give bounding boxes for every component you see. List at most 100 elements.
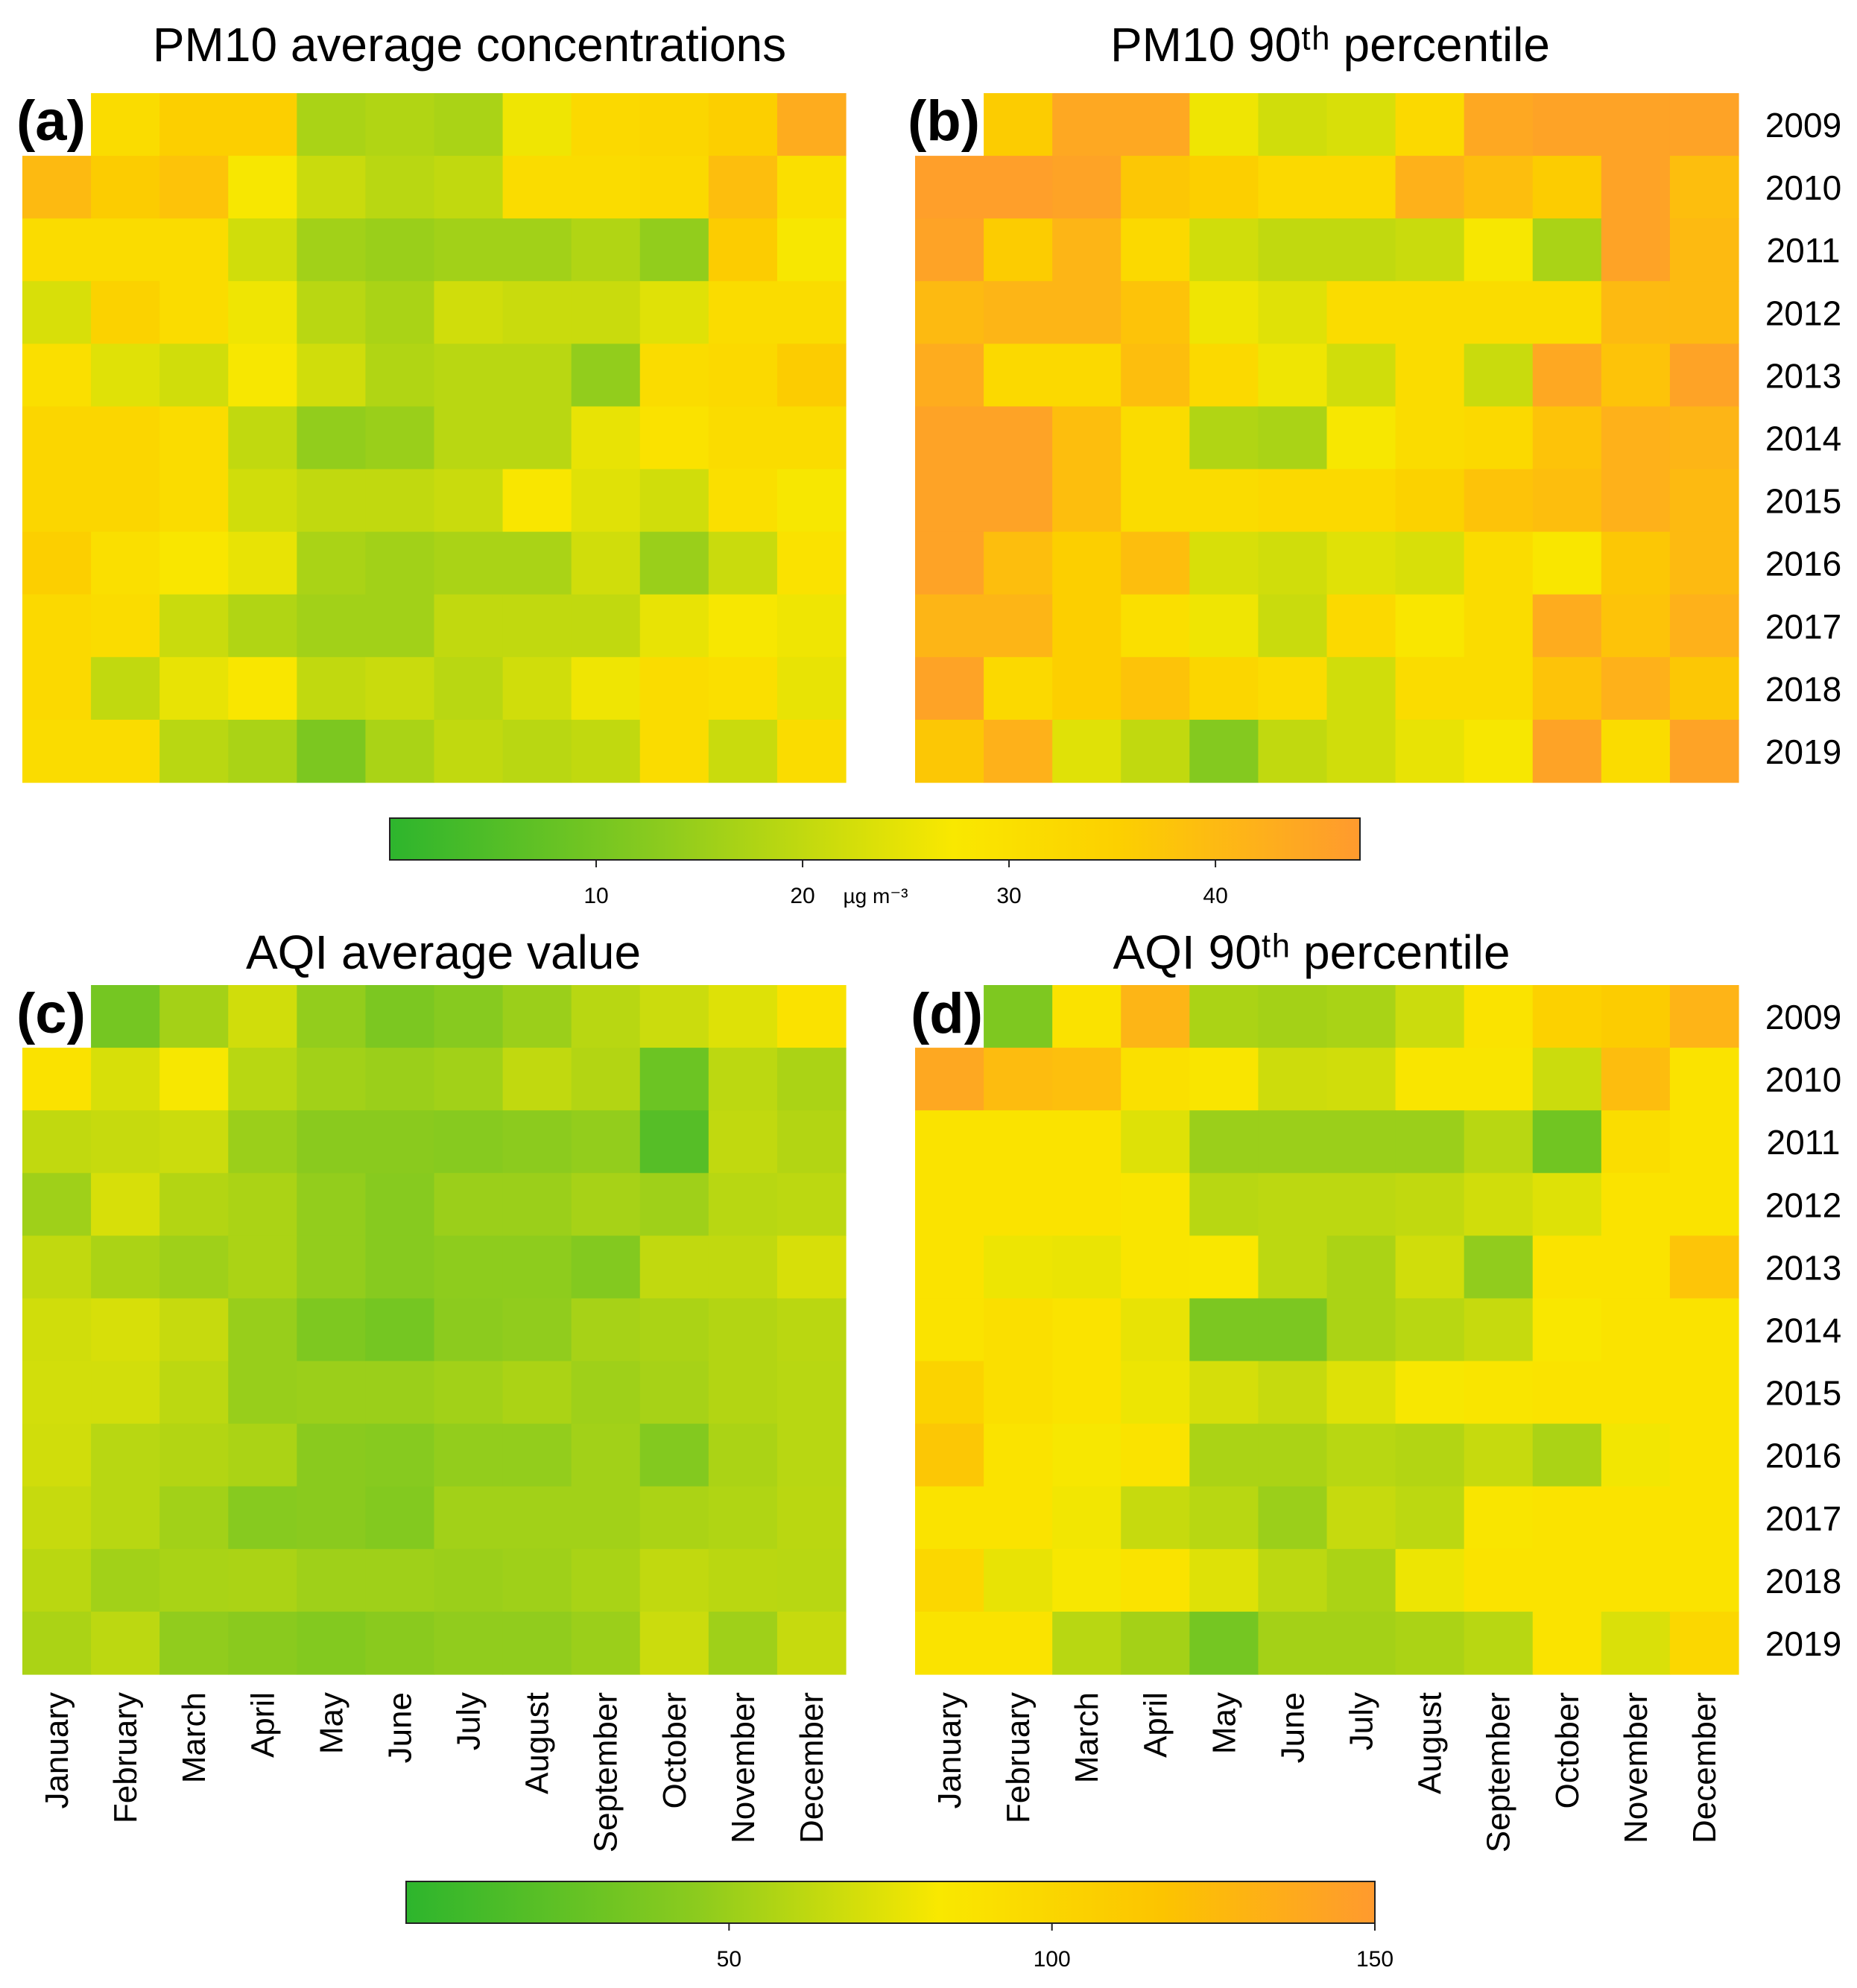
- heatmap-cell: [984, 1548, 1053, 1612]
- heatmap-cell: [502, 93, 572, 156]
- heatmap-cell: [1189, 719, 1259, 783]
- heatmap-cell: [1669, 1298, 1739, 1362]
- heatmap-cell: [1326, 1361, 1396, 1425]
- heatmap-cell: [1464, 218, 1534, 282]
- heatmap-cell: [1189, 1423, 1259, 1487]
- heatmap-cell: [1326, 344, 1396, 408]
- heatmap-cell: [1052, 344, 1122, 408]
- heatmap-cell: [1532, 531, 1602, 595]
- heatmap-cell: [91, 156, 160, 219]
- heatmap-cell: [1601, 1486, 1671, 1550]
- heatmap-cell: [159, 1611, 229, 1675]
- heatmap-cell: [502, 1048, 572, 1111]
- year-label: 2016: [1765, 1437, 1841, 1475]
- heatmap-cell: [1189, 406, 1259, 470]
- heatmap-cell: [91, 1548, 160, 1612]
- heatmap-cell: [1669, 344, 1739, 408]
- heatmap-cell: [571, 218, 641, 282]
- heatmap-cell: [22, 281, 92, 344]
- heatmap-cell: [22, 1486, 92, 1550]
- heatmap-cell: [22, 1361, 92, 1425]
- heatmap-cell: [1258, 1110, 1328, 1174]
- heatmap-cell: [228, 1548, 297, 1612]
- heatmap-cell: [297, 281, 367, 344]
- heatmap-cell: [1121, 719, 1190, 783]
- heatmap-cell: [365, 1486, 435, 1550]
- heatmap-cell: [297, 656, 367, 721]
- heatmap-cell: [708, 531, 778, 595]
- heatmap-cell: [1326, 719, 1396, 783]
- month-label: July: [451, 1692, 487, 1750]
- heatmap-cell: [1532, 1361, 1602, 1425]
- colorbar-aqi-ticks: 50 100 150: [717, 1923, 1393, 1972]
- heatmap-cell: [365, 93, 435, 156]
- heatmap-cell: [1532, 656, 1602, 721]
- heatmap-cell: [91, 594, 160, 658]
- heatmap-cell: [1326, 1048, 1396, 1111]
- heatmap-cell: [91, 719, 160, 783]
- heatmap-cell: [1395, 656, 1465, 721]
- heatmap-cell: [434, 281, 504, 344]
- heatmap-cell: [228, 93, 297, 156]
- heatmap-cell: [1669, 281, 1739, 344]
- heatmap-cell: [365, 156, 435, 219]
- heatmap-cell: [1601, 156, 1671, 219]
- month-label: December: [1686, 1692, 1723, 1843]
- heatmap-cell: [1052, 1611, 1122, 1675]
- heatmap-cells-a: [22, 93, 847, 783]
- heatmap-cell: [1669, 469, 1739, 533]
- heatmap-cell: [639, 1298, 709, 1362]
- heatmap-cell: [297, 93, 367, 156]
- heatmap-cell: [1189, 985, 1259, 1048]
- heatmap-cell: [639, 1361, 709, 1425]
- heatmap-cell: [571, 469, 641, 533]
- heatmap-cell: [639, 1611, 709, 1675]
- heatmap-cell: [1532, 1486, 1602, 1550]
- year-label: 2018: [1765, 1562, 1841, 1601]
- heatmap-cell: [776, 1235, 847, 1300]
- heatmap-cell: [22, 594, 92, 658]
- heatmap-cell: [571, 281, 641, 344]
- heatmap-cell: [1532, 218, 1602, 282]
- heatmap-cell: [434, 1548, 504, 1612]
- heatmap-cell: [1121, 1548, 1190, 1612]
- heatmap-cell: [502, 406, 572, 470]
- heatmap-cell: [91, 469, 160, 533]
- heatmap-cell: [1464, 1235, 1534, 1300]
- heatmap-cell: [1258, 1611, 1328, 1675]
- heatmap-cell: [915, 1423, 984, 1487]
- heatmap-cell: [1258, 281, 1328, 344]
- heatmap-cell: [434, 469, 504, 533]
- heatmap-cell: [708, 594, 778, 658]
- heatmap-cell: [1669, 1423, 1739, 1487]
- colorbar-pm10-bar: [389, 817, 1361, 861]
- heatmap-cell: [159, 1486, 229, 1550]
- heatmap-panel-b: PM10 90ᵗʰ percentile (b) 2009 2010 2011 201…: [908, 18, 1841, 783]
- heatmap-cell: [708, 344, 778, 408]
- heatmap-cell: [1669, 93, 1739, 156]
- colorbar-tick-label: 20: [790, 884, 814, 908]
- heatmap-cell: [1601, 531, 1671, 595]
- heatmap-cell: [1121, 1611, 1190, 1675]
- year-label: 2017: [1765, 1499, 1841, 1538]
- heatmap-cell: [1326, 218, 1396, 282]
- year-label: 2016: [1765, 545, 1841, 583]
- heatmap-cell: [1326, 531, 1396, 595]
- heatmap-cell: [776, 1423, 847, 1487]
- heatmap-cell: [776, 93, 847, 156]
- heatmap-cell: [228, 985, 297, 1048]
- year-label: 2011: [1767, 231, 1841, 270]
- heatmap-cell: [1258, 1423, 1328, 1487]
- heatmap-cell: [1601, 1235, 1671, 1300]
- heatmap-cell: [1464, 93, 1534, 156]
- heatmap-cell: [984, 1611, 1053, 1675]
- heatmap-cell: [1326, 1423, 1396, 1487]
- heatmap-cell: [1464, 1361, 1534, 1425]
- heatmap-cell: [708, 1235, 778, 1300]
- heatmap-cell: [1326, 1235, 1396, 1300]
- heatmap-cell: [91, 93, 160, 156]
- heatmap-cell: [1464, 656, 1534, 721]
- heatmap-cell: [159, 469, 229, 533]
- heatmap-cell: [915, 1486, 984, 1550]
- heatmap-cell: [1601, 281, 1671, 344]
